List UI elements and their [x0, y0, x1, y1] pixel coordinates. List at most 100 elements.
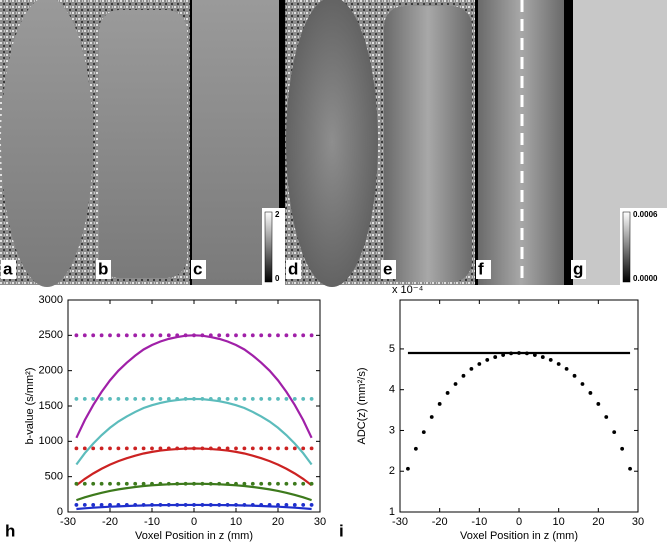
data-point	[276, 333, 280, 338]
data-point	[453, 382, 458, 386]
data-point	[208, 397, 213, 401]
panel-label: h	[5, 521, 15, 540]
data-point	[183, 481, 188, 486]
data-point	[234, 481, 238, 486]
y-tick-label: 0	[57, 506, 63, 518]
data-point	[192, 333, 196, 338]
y-tick-label: 4	[389, 384, 395, 396]
data-point	[82, 446, 87, 451]
data-point	[284, 503, 289, 507]
data-point	[259, 333, 264, 338]
data-point	[99, 333, 104, 338]
panel-label: b	[98, 259, 108, 278]
y-tick-label: 2500	[39, 329, 63, 341]
data-point	[82, 397, 87, 401]
data-point	[284, 397, 289, 401]
data-point	[588, 391, 593, 395]
data-point	[234, 503, 238, 507]
x-tick-label: -20	[102, 516, 118, 528]
data-line	[75, 447, 313, 487]
y-tick-label: 1500	[39, 400, 63, 412]
data-point	[133, 333, 138, 338]
panel-label-bg	[191, 260, 206, 279]
data-line	[75, 397, 313, 466]
panel-d-object	[286, 0, 378, 287]
data-point	[192, 481, 196, 486]
data-point	[429, 415, 434, 419]
x-tick-label: 20	[272, 516, 284, 528]
data-point	[242, 503, 247, 507]
y-tick-label: 1	[389, 506, 395, 518]
data-point	[284, 446, 289, 451]
colorbar-min: 0	[275, 274, 280, 283]
data-point	[166, 333, 171, 338]
data-point	[301, 503, 306, 507]
data-point	[192, 503, 196, 507]
data-point	[292, 503, 297, 507]
data-point	[217, 481, 222, 486]
x-tick-label: -30	[60, 516, 76, 528]
data-point	[150, 446, 154, 451]
data-point	[292, 333, 297, 338]
data-point	[175, 333, 180, 338]
data-point	[292, 446, 297, 451]
x-tick-label: -10	[144, 516, 160, 528]
data-point	[284, 333, 289, 338]
data-point	[141, 503, 146, 507]
image-panels: 2 0 0.0006 0.0000	[0, 0, 667, 287]
data-point	[200, 446, 205, 451]
data-point	[91, 397, 96, 401]
data-point	[445, 391, 450, 395]
data-line	[75, 334, 313, 439]
data-point	[200, 397, 205, 401]
data-point	[116, 333, 121, 338]
data-point	[99, 446, 104, 451]
data-point	[74, 481, 79, 486]
data-point	[309, 397, 314, 401]
y-multiplier: x 10⁻⁴	[392, 284, 424, 296]
data-point	[250, 397, 255, 401]
x-tick-label: -10	[471, 516, 487, 528]
data-point	[158, 446, 163, 451]
data-point	[556, 362, 561, 366]
data-point	[166, 397, 171, 401]
data-point	[234, 446, 238, 451]
data-point	[267, 446, 272, 451]
data-point	[124, 397, 129, 401]
data-point	[200, 503, 205, 507]
data-point	[540, 355, 545, 359]
data-point	[166, 446, 171, 451]
data-point	[276, 481, 280, 486]
data-point	[183, 503, 188, 507]
data-point	[548, 358, 553, 362]
data-point	[309, 446, 314, 451]
data-point	[208, 481, 213, 486]
data-point	[284, 481, 289, 486]
data-point	[301, 481, 306, 486]
colorbar	[264, 211, 273, 283]
plot-area	[67, 299, 321, 513]
panel-label-bg	[96, 260, 111, 279]
panel-label: i	[339, 521, 344, 540]
data-point	[150, 333, 154, 338]
data-point	[413, 446, 418, 451]
data-point	[108, 481, 112, 486]
y-tick-label: 2	[389, 465, 395, 477]
data-point	[501, 353, 506, 357]
data-point	[292, 481, 297, 486]
data-point	[82, 333, 87, 338]
data-point	[91, 503, 96, 507]
x-tick-label: 30	[314, 516, 326, 528]
data-point	[124, 481, 129, 486]
data-point	[99, 481, 104, 486]
panel-label: a	[3, 259, 13, 278]
data-point	[150, 397, 154, 401]
panel-b-object	[99, 10, 187, 278]
data-point	[267, 481, 272, 486]
x-tick-label: -20	[432, 516, 448, 528]
data-point	[166, 503, 171, 507]
data-point	[150, 481, 154, 486]
x-tick-label: 10	[553, 516, 565, 528]
